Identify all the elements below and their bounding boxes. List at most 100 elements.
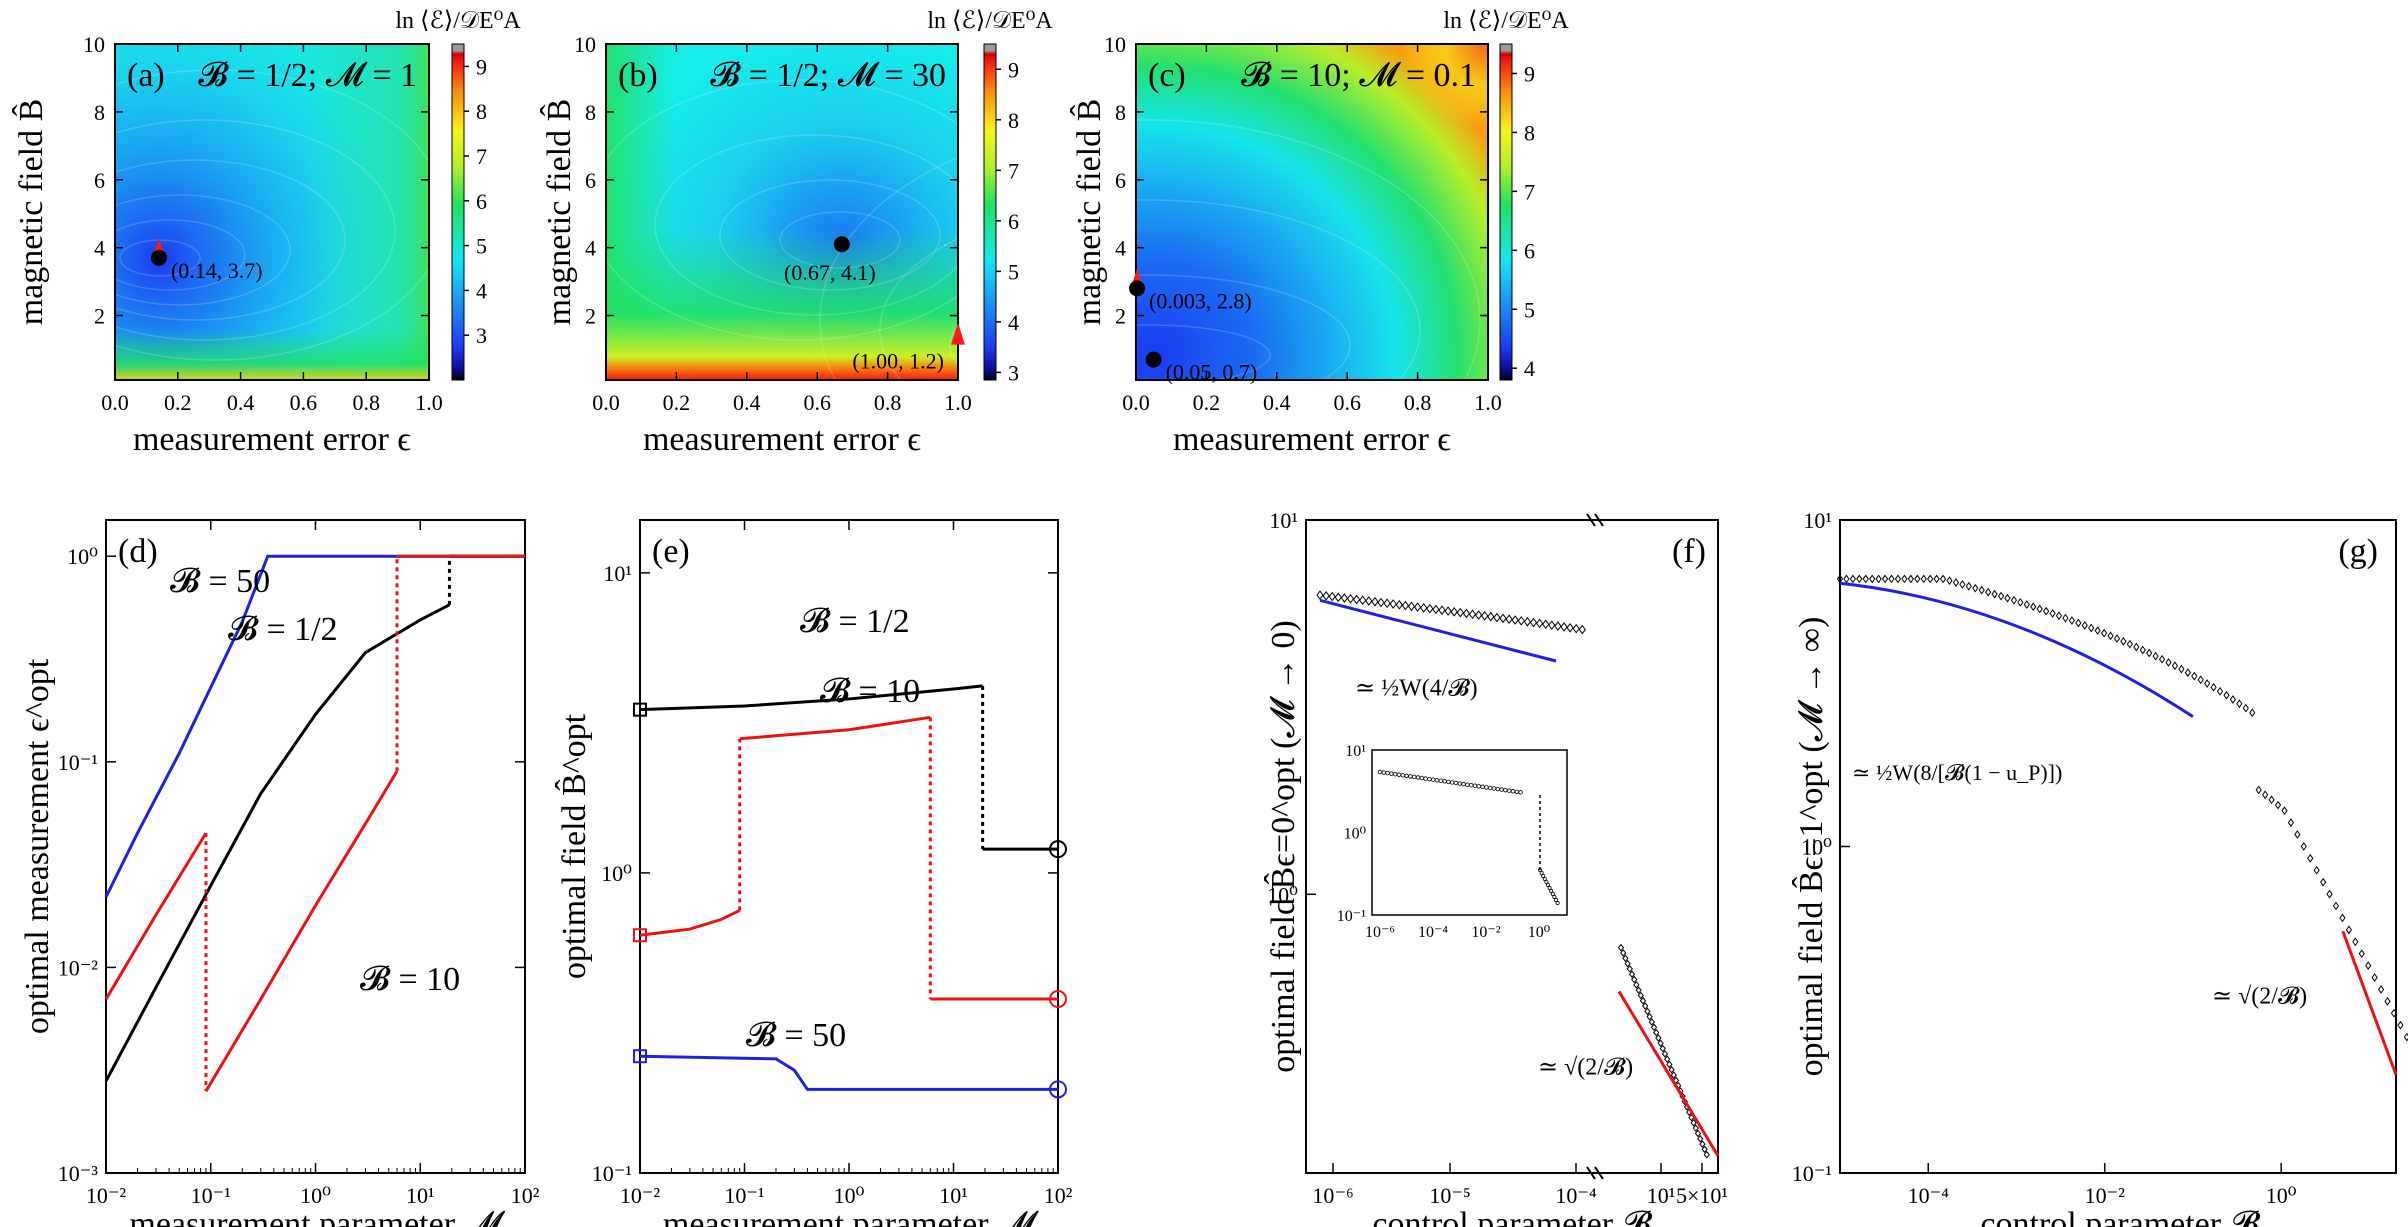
end-circle-marker: [1049, 840, 1067, 859]
x-tick-label: 10²: [1044, 1183, 1073, 1208]
y-tick-label: 10: [574, 32, 596, 57]
inset-point: [1542, 877, 1547, 882]
data-point: [1978, 585, 1985, 595]
marker-coordinate-label: (0.67, 4.1): [784, 260, 876, 285]
data-point: [1493, 612, 1501, 623]
data-point: [1894, 574, 1902, 584]
data-point: [2158, 654, 2166, 664]
inset-point: [1539, 871, 1544, 876]
data-point: [1985, 587, 1992, 597]
x-tick-label: 10⁰: [2266, 1183, 2297, 1208]
data-point: [2126, 639, 2133, 649]
data-point: [1639, 996, 1647, 1005]
x-axis-label: measurement parameter 𝓜: [129, 1206, 505, 1227]
data-point: [1626, 965, 1633, 973]
inset-point: [1554, 898, 1559, 903]
data-point: [2365, 961, 2372, 970]
start-square-marker: [633, 1049, 647, 1064]
data-point: [1635, 986, 1642, 994]
data-point: [2255, 785, 2262, 795]
x-tick-label: 0.4: [1263, 390, 1291, 415]
optimum-triangle-marker: [951, 322, 965, 345]
data-point: [2210, 682, 2217, 692]
data-point: [2339, 913, 2346, 923]
series-line: [104, 554, 525, 898]
colorbar-title: ln ⟨ℰ⟩/𝒟E⁰A: [395, 8, 521, 34]
data-point: [1849, 574, 1856, 584]
series-label: 𝓑 = 50: [746, 1017, 846, 1054]
data-point: [1535, 618, 1544, 629]
data-point: [1692, 1124, 1699, 1132]
data-point: [2120, 636, 2127, 646]
data-point: [1413, 602, 1422, 612]
asymptote-label-large: ≃ √(2/𝓑): [2212, 984, 2307, 1010]
colorbar-tick-label: 5: [1008, 259, 1019, 284]
x-tick-label: 10¹: [939, 1183, 968, 1208]
x-tick-label: 10⁻¹: [724, 1183, 764, 1208]
colorbar-tick-label: 6: [1524, 238, 1535, 263]
data-point: [2390, 1008, 2398, 1018]
data-point: [1843, 574, 1850, 584]
data-point: [1856, 574, 1863, 584]
inset-point: [1546, 883, 1551, 888]
y-axis-label: magnetic field B̂: [539, 99, 578, 326]
x-tick-label: 10⁰: [834, 1183, 865, 1208]
colorbar-tick-label: 6: [476, 189, 487, 214]
inset-y-tick-label: 10⁰: [1344, 826, 1366, 843]
data-point: [2274, 800, 2282, 810]
x-tick-label: 0.6: [1333, 390, 1361, 415]
data-point: [1444, 606, 1452, 616]
y-tick-label: 8: [1115, 100, 1126, 125]
x-tick-label: 10⁻²: [2085, 1183, 2126, 1208]
end-circle-marker: [1049, 990, 1067, 1009]
data-point: [1920, 574, 1927, 584]
colorbar-tick-label: 5: [476, 234, 487, 259]
panel-b: [589, 44, 1011, 380]
data-point: [1377, 597, 1385, 608]
data-point: [2307, 853, 2314, 863]
inset-x-tick-label: 10⁰: [1528, 924, 1550, 941]
heatmap-panel-0: 0.0 0.2 0.4 0.6 0.8 1.0 2 4 6 8 10 measurement erro…: [11, 8, 521, 458]
x-tick-label: 1.0: [1474, 390, 1502, 415]
data-point: [1474, 610, 1483, 620]
y-tick-label: 10⁻²: [58, 955, 99, 980]
minimum-circle-marker: [833, 236, 850, 253]
y-tick-label: 10⁰: [601, 861, 632, 886]
colorbar-title: ln ⟨ℰ⟩/𝒟E⁰A: [927, 8, 1053, 34]
y-tick-label: 10⁰: [1267, 882, 1298, 907]
data-point: [2294, 830, 2301, 839]
data-point: [1456, 607, 1464, 618]
asymptote-large: [2341, 930, 2398, 1076]
data-point: [2081, 621, 2088, 630]
inset-point: [1549, 889, 1554, 894]
inset-point: [1518, 790, 1523, 795]
marker-coordinate-label: (0.05, 0.7): [1166, 360, 1258, 385]
data-point: [2049, 609, 2056, 618]
colorbar-tick-label: 9: [1524, 61, 1535, 86]
data-point: [1365, 596, 1373, 606]
inset-point: [1541, 874, 1546, 879]
data-point: [1661, 1050, 1669, 1058]
x-tick-label: 0.0: [101, 390, 129, 415]
data-point: [1401, 600, 1410, 611]
inset-x-tick-label: 10⁻⁴: [1418, 924, 1448, 941]
series-label: 𝓑 = 10: [360, 961, 460, 998]
x-axis-label: measurement error ϵ: [643, 421, 921, 458]
data-point: [1542, 619, 1550, 630]
x-tick-label: 10⁻⁶: [1312, 1183, 1353, 1208]
data-point: [1965, 581, 1972, 591]
y-tick-label: 10: [1104, 32, 1126, 57]
panel-a: [0, 44, 446, 380]
data-point: [2152, 651, 2159, 661]
asymptote-label-small: ≃ ½W(4/𝓑): [1355, 675, 1478, 701]
data-point: [1432, 604, 1440, 615]
data-point: [1668, 1065, 1675, 1074]
data-point: [1352, 594, 1361, 605]
data-point: [1529, 617, 1538, 628]
data-point: [2010, 595, 2018, 605]
plot-frame: [1305, 519, 1719, 1174]
colorbar: [983, 43, 997, 381]
y-tick-label: 6: [94, 168, 105, 193]
data-point: [2107, 631, 2114, 641]
colorbar-tick-label: 3: [476, 323, 487, 348]
